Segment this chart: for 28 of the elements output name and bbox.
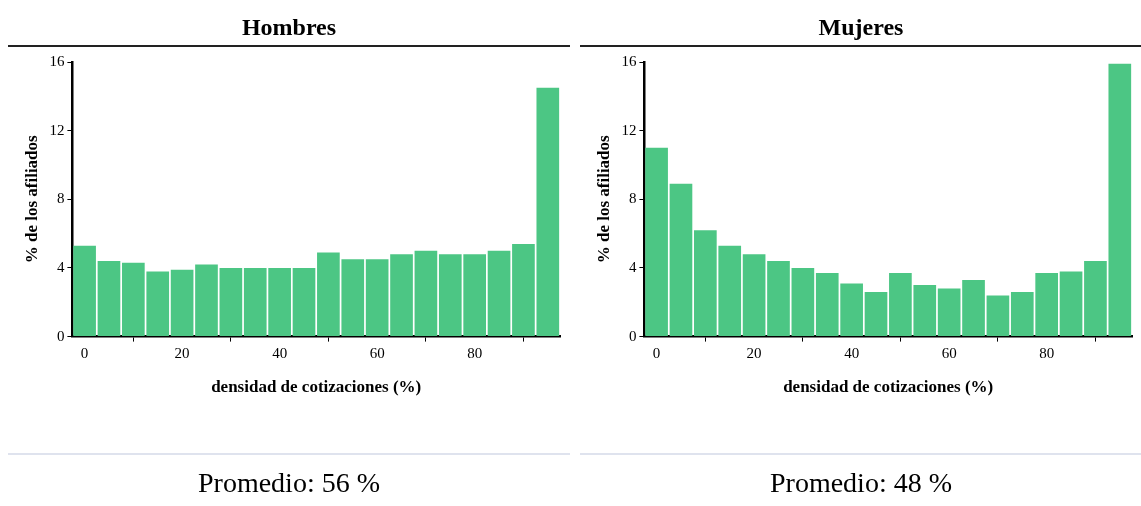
x-tick-label: 0 — [80, 344, 89, 361]
y-tick-label: 12 — [49, 121, 65, 138]
x-axis-title: densidad de cotizaciones (%) — [211, 377, 422, 397]
y-tick-label: 0 — [628, 327, 637, 344]
chart-title: Hombres — [8, 8, 570, 47]
text: Promedio: 56 % — [197, 466, 381, 499]
x-tick-label: 40 — [272, 344, 288, 361]
x-tick-label: 40 — [844, 344, 860, 361]
x-tick-label: 20 — [746, 344, 762, 361]
x-tick-label: 20 — [174, 344, 190, 361]
x-tick-label: 0 — [652, 344, 661, 361]
text: Promedio: 48 % — [769, 466, 953, 499]
x-tick-label: 80 — [1039, 344, 1055, 361]
x-axis-title: densidad de cotizaciones (%) — [783, 377, 994, 397]
chart-title: Mujeres — [580, 8, 1141, 47]
y-axis-title: % de los afiliados — [21, 134, 41, 264]
y-tick-label: 8 — [56, 190, 65, 207]
y-tick-label: 0 — [56, 327, 65, 344]
y-tick-label: 16 — [621, 52, 637, 69]
x-tick-label: 60 — [941, 344, 957, 361]
y-tick-label: 4 — [628, 258, 637, 275]
y-axis-title: % de los afiliados — [593, 134, 613, 264]
x-tick-label: 80 — [467, 344, 483, 361]
y-tick-label: 4 — [56, 258, 65, 275]
y-tick-label: 12 — [621, 121, 637, 138]
x-tick-label: 60 — [369, 344, 385, 361]
y-tick-label: 8 — [628, 190, 637, 207]
y-tick-label: 16 — [49, 52, 65, 69]
